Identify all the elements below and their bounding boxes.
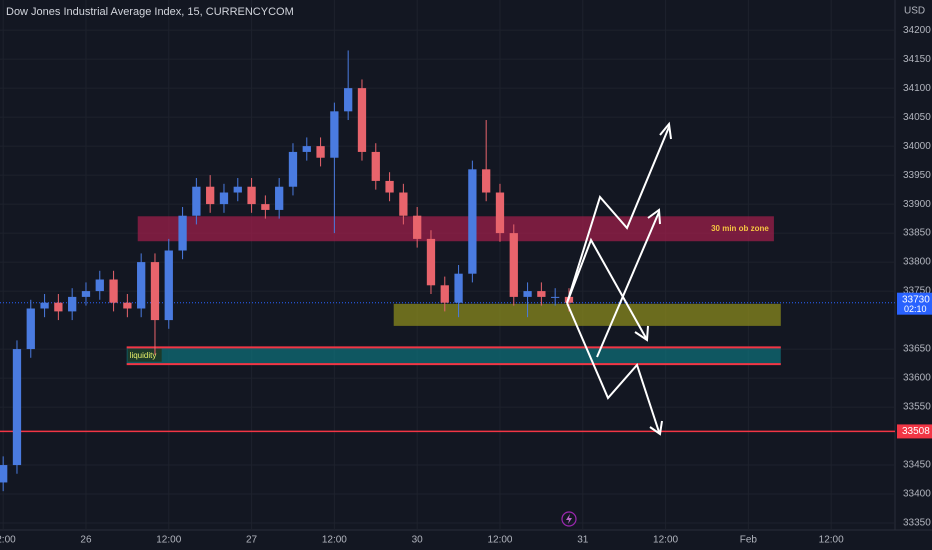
zone-label: 30 min ob zone [711, 224, 769, 233]
level-label-box [897, 424, 932, 439]
x-tick-label: 12:00 [487, 535, 512, 546]
candle-body [123, 302, 132, 309]
y-tick-label: 33900 [903, 199, 931, 210]
arrowhead [647, 208, 661, 225]
y-tick-label: 34200 [903, 25, 931, 36]
candle-body [288, 151, 298, 187]
candle-body [192, 186, 201, 216]
candle-body [95, 279, 104, 292]
arrowhead [649, 420, 663, 436]
x-tick-label: 12:00 [819, 535, 844, 546]
y-tick-label: 33800 [903, 257, 931, 268]
candle-body [164, 250, 173, 321]
candle-body [109, 279, 118, 303]
candle-body [357, 88, 367, 152]
countdown-label: 02:10 [904, 304, 927, 314]
zone [126, 347, 781, 365]
candle-body [371, 151, 380, 181]
candle-body [233, 186, 242, 193]
candle-body [275, 186, 284, 210]
candle-body [316, 146, 325, 158]
y-tick-label: 33350 [903, 518, 931, 529]
candle-body [0, 465, 8, 483]
candle-body [440, 285, 449, 303]
candle-body [247, 186, 256, 205]
arrow [566, 237, 647, 339]
arrowhead [634, 325, 649, 342]
y-tick-label: 33950 [903, 170, 931, 181]
y-tick-label: 33550 [903, 402, 931, 413]
candle-body [454, 273, 463, 303]
candle-body [509, 233, 518, 297]
currency-label: USD [904, 6, 925, 17]
candle-body [344, 88, 353, 112]
y-tick-label: 34000 [903, 141, 931, 152]
arrow [566, 302, 660, 433]
candle-body [399, 192, 408, 216]
zone-label-box [127, 348, 162, 362]
y-tick-label: 34150 [903, 54, 931, 65]
projection-arrows [566, 121, 672, 436]
candle-body [523, 291, 532, 297]
candle-body [206, 186, 215, 205]
candle-body [54, 302, 63, 312]
candle-body [178, 215, 187, 251]
candle-body [330, 111, 339, 158]
x-tick-label: Feb [740, 535, 758, 546]
candle-body [495, 192, 505, 234]
zone-label: liquidity [130, 351, 157, 360]
candle-body [537, 291, 546, 297]
candle-body [468, 169, 477, 274]
x-tick-label: 27 [246, 535, 258, 546]
candle-body [413, 215, 422, 239]
arrow [596, 211, 660, 358]
candle-body [482, 169, 491, 193]
last-price-label: 33730 [902, 294, 930, 305]
candle-body [551, 296, 560, 298]
candle-body [426, 238, 436, 286]
last-price-box [897, 292, 932, 315]
x-tick-label: 12:00 [322, 535, 347, 546]
x-tick-label: 30 [412, 535, 424, 546]
level-label: 33508 [902, 426, 930, 437]
icon-bolt[interactable] [566, 514, 572, 524]
y-tick-label: 34100 [903, 83, 931, 94]
y-tick-label: 33750 [903, 286, 931, 297]
y-tick-label: 33850 [903, 228, 931, 239]
x-tick-label: 31 [577, 535, 589, 546]
candle-body [150, 262, 160, 321]
candle-body [12, 349, 22, 466]
x-tick-label: 26 [80, 535, 92, 546]
zone [137, 216, 774, 242]
icon-ring[interactable] [561, 511, 577, 527]
candle-body [26, 308, 35, 350]
candle-body [40, 302, 49, 309]
x-tick-label: 12:00 [156, 535, 181, 546]
y-tick-label: 34050 [903, 112, 931, 123]
y-tick-label: 33650 [903, 344, 931, 355]
zone [393, 303, 781, 326]
lightning-icon[interactable] [561, 511, 577, 527]
arrow [566, 126, 670, 304]
candle-body [68, 296, 77, 312]
candle-body [81, 291, 91, 297]
candle-body [261, 204, 270, 210]
y-tick-label: 33450 [903, 460, 931, 471]
y-tick-label: 33600 [903, 373, 931, 384]
arrowhead [659, 121, 672, 140]
chart-title: Dow Jones Industrial Average Index, 15, … [6, 6, 294, 18]
y-tick-label: 33400 [903, 489, 931, 500]
candle-body [385, 180, 394, 193]
candle-body [137, 262, 146, 309]
candle-body [219, 192, 229, 205]
x-tick-label: 12:00 [653, 535, 678, 546]
x-tick-label: 12:00 [0, 535, 16, 546]
candle-body [302, 146, 311, 152]
